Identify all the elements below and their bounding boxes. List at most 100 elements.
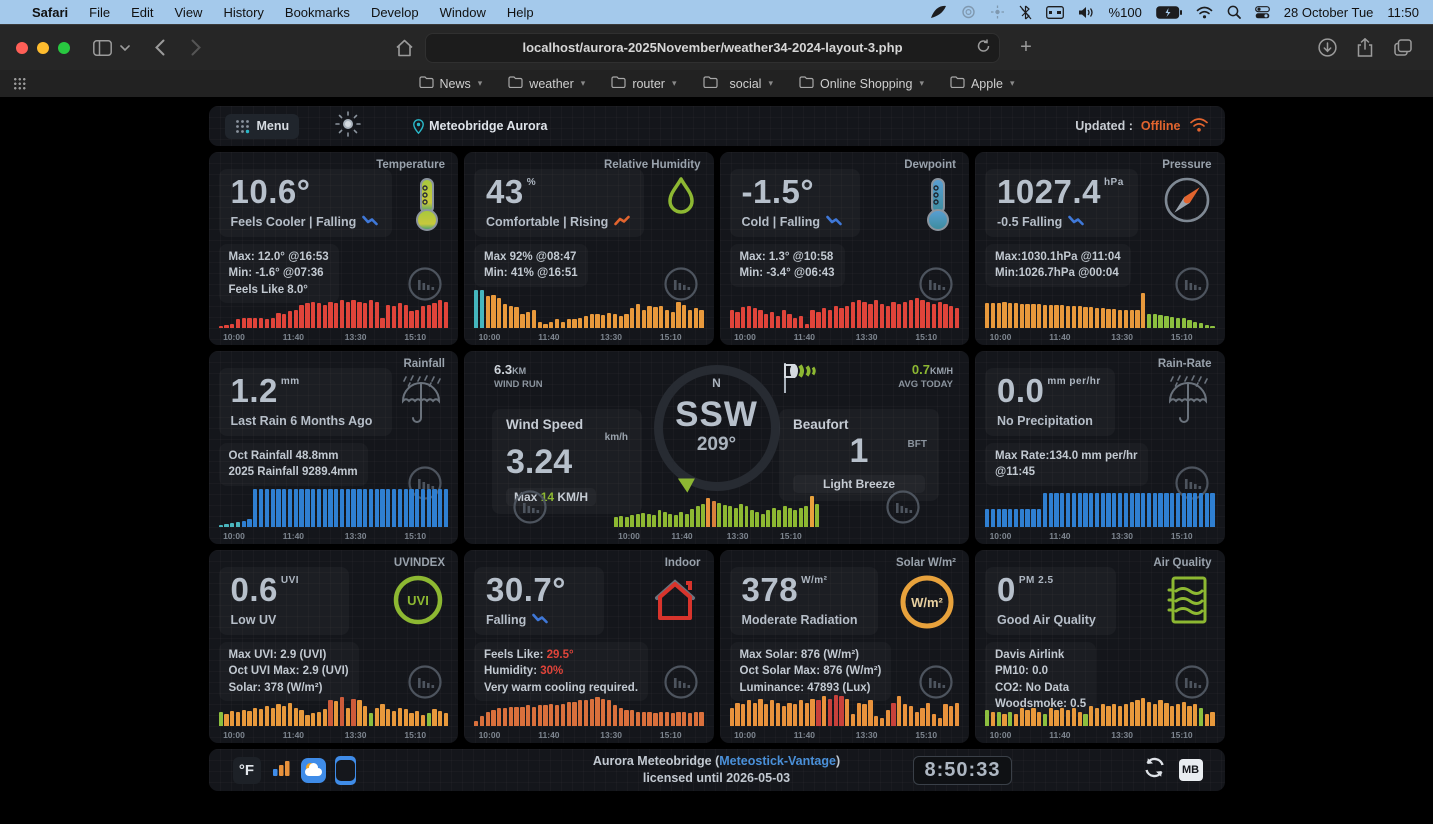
tile-value: -1.5° bbox=[741, 173, 815, 210]
trend-falling-icon bbox=[532, 613, 549, 627]
keyboard-status-icon[interactable] bbox=[1045, 5, 1064, 19]
tile-title: Rainfall bbox=[403, 358, 445, 370]
tile-uvindex: UVINDEX 0.6 UVI Low UV UVI Max UVI: 2.9 (… bbox=[208, 550, 458, 743]
history-chart-icon[interactable] bbox=[1174, 266, 1210, 307]
unit-toggle-button[interactable]: °F bbox=[232, 756, 261, 784]
station-name[interactable]: Meteobridge Aurora bbox=[413, 118, 547, 134]
downloads-button[interactable] bbox=[1313, 34, 1341, 62]
detail-line: Solar: 378 (W/m²) bbox=[228, 681, 323, 694]
tile-status: No Precipitation bbox=[997, 413, 1093, 428]
tab-overview-button[interactable] bbox=[1389, 34, 1417, 62]
tile-status: Low UV bbox=[230, 612, 277, 627]
bookmark-label: Online Shopping bbox=[820, 76, 913, 91]
web-page: Menu Meteobridge Aurora Updated : Offlin… bbox=[0, 98, 1433, 824]
reload-icon[interactable] bbox=[977, 39, 990, 56]
zoom-window-button[interactable] bbox=[58, 41, 70, 54]
minimize-window-button[interactable] bbox=[37, 41, 49, 54]
menu-history[interactable]: History bbox=[223, 4, 264, 20]
value-box: 0.6 UVI Low UV bbox=[219, 567, 349, 635]
tile-details: Oct Rainfall 48.8mm 2025 Rainfall 9289.4m… bbox=[219, 443, 368, 486]
history-chart-icon[interactable] bbox=[918, 664, 954, 705]
tile-details: Max Solar: 876 (W/m²) Oct Solar Max: 876 … bbox=[730, 642, 892, 701]
share-button[interactable] bbox=[1351, 34, 1379, 62]
menubar-date[interactable]: 28 October Tue bbox=[1283, 4, 1374, 20]
bluetooth-off-icon[interactable] bbox=[1019, 5, 1032, 20]
detail-line: Luminance: 47893 (Lux) bbox=[739, 681, 871, 694]
tile-value: 1027.4 hPa bbox=[997, 173, 1124, 210]
history-chart-icon[interactable] bbox=[918, 266, 954, 307]
history-chart-icon[interactable] bbox=[407, 664, 443, 705]
volume-status-icon[interactable] bbox=[1078, 6, 1095, 19]
tile-title: Solar W/m² bbox=[895, 557, 956, 569]
spotlight-search-icon[interactable] bbox=[1227, 5, 1241, 19]
chevron-down-icon: ▾ bbox=[477, 78, 483, 88]
bookmark-folder-social[interactable]: social ▾ bbox=[702, 76, 773, 91]
history-chart-icon[interactable] bbox=[663, 664, 699, 705]
history-chart-icon[interactable] bbox=[512, 489, 548, 530]
menu-grid-icon bbox=[235, 119, 249, 133]
tile-details: Max: 12.0° @16:53 Min: -1.6° @07:36 Feels … bbox=[219, 244, 339, 303]
tile-rainfall: Rainfall 1.2 mm Last Rain 6 Months Ago Oc… bbox=[208, 351, 458, 544]
bookmark-folder-apple[interactable]: Apple ▾ bbox=[950, 76, 1014, 91]
value-box: 30.7° Falling bbox=[474, 567, 604, 635]
menu-window[interactable]: Window bbox=[439, 4, 486, 20]
bookmark-label: weather bbox=[529, 76, 574, 91]
tile-chart bbox=[218, 487, 449, 527]
weather-app-icon[interactable] bbox=[300, 757, 326, 783]
tile-value: 0 PM 2.5 bbox=[997, 571, 1054, 608]
favorites-grid-icon[interactable] bbox=[13, 77, 26, 90]
home-button[interactable] bbox=[390, 34, 418, 62]
wifi-status-icon[interactable] bbox=[1196, 6, 1213, 19]
tile-value: 30.7° bbox=[486, 571, 566, 608]
menu-safari[interactable]: Safari bbox=[32, 4, 69, 20]
thermometer-cold-icon bbox=[921, 176, 955, 237]
history-chart-icon[interactable] bbox=[1174, 664, 1210, 705]
footer-station-link[interactable]: Meteostick-Vantage bbox=[719, 754, 836, 769]
chevron-down-icon: ▾ bbox=[919, 78, 924, 88]
tile-solar: Solar W/m² 378 W/m² Moderate Radiation W/… bbox=[719, 550, 969, 743]
menu-bookmarks[interactable]: Bookmarks bbox=[284, 4, 350, 20]
history-chart-icon[interactable] bbox=[663, 266, 699, 307]
menu-button[interactable]: Menu bbox=[224, 113, 300, 139]
footer-license: licensed until 2026-05-03 bbox=[642, 771, 791, 785]
trend-falling-icon bbox=[826, 215, 842, 229]
tile-status: Falling bbox=[486, 613, 590, 627]
back-button[interactable] bbox=[146, 34, 174, 62]
tile-wind: 6.3KM WIND RUN 0.7KM/H AVG TODAY Wind Sp… bbox=[464, 351, 969, 544]
chart-xticks: 10:00 11:40 13:30 15:10 bbox=[989, 730, 1193, 740]
wind-compass: N SSW 209° bbox=[653, 365, 780, 493]
control-center-icon[interactable] bbox=[1254, 5, 1270, 19]
battery-percent: %100 bbox=[1108, 4, 1142, 20]
sidebar-chevron-icon[interactable] bbox=[116, 34, 134, 62]
detail-line: Feels Like: 29.5° bbox=[484, 649, 574, 661]
gauge-icon bbox=[1163, 176, 1211, 229]
chart-mode-icon[interactable] bbox=[270, 757, 292, 784]
menu-develop[interactable]: Develop bbox=[370, 4, 419, 20]
meteobridge-badge[interactable]: MB bbox=[1178, 759, 1203, 781]
menu-view[interactable]: View bbox=[174, 4, 203, 20]
value-box: 1.2 mm Last Rain 6 Months Ago bbox=[219, 368, 393, 436]
tile-chart bbox=[985, 288, 1215, 328]
menu-edit[interactable]: Edit bbox=[131, 4, 154, 20]
detail-line: Max 92% @08:47 bbox=[484, 251, 577, 263]
wind-avg-today: 0.7KM/H AVG TODAY bbox=[898, 362, 953, 390]
close-window-button[interactable] bbox=[16, 41, 28, 54]
tile-status: Last Rain 6 Months Ago bbox=[230, 413, 373, 428]
refresh-icon[interactable] bbox=[1143, 757, 1166, 783]
chart-xticks: 10:00 11:40 13:30 15:10 bbox=[478, 332, 682, 342]
history-chart-icon[interactable] bbox=[885, 489, 921, 530]
sidebar-toggle-icon[interactable] bbox=[88, 34, 116, 62]
menu-help[interactable]: Help bbox=[506, 4, 534, 20]
menubar-time[interactable]: 11:50 bbox=[1387, 4, 1419, 20]
history-chart-icon[interactable] bbox=[407, 266, 443, 307]
address-bar[interactable]: localhost/aurora-2025November/weather34-… bbox=[425, 32, 1000, 63]
bookmark-folder-weather[interactable]: weather ▾ bbox=[508, 76, 585, 91]
wind-degrees: 209° bbox=[696, 434, 737, 455]
bookmark-folder-online-shopping[interactable]: Online Shopping ▾ bbox=[799, 76, 924, 91]
menu-file[interactable]: File bbox=[89, 4, 111, 20]
apple-watch-icon[interactable] bbox=[334, 755, 356, 785]
bookmark-folder-router[interactable]: router ▾ bbox=[611, 76, 677, 91]
bookmark-folder-news[interactable]: News ▾ bbox=[418, 76, 483, 91]
tile-chart bbox=[729, 686, 960, 726]
new-tab-button[interactable]: + bbox=[1020, 36, 1032, 58]
